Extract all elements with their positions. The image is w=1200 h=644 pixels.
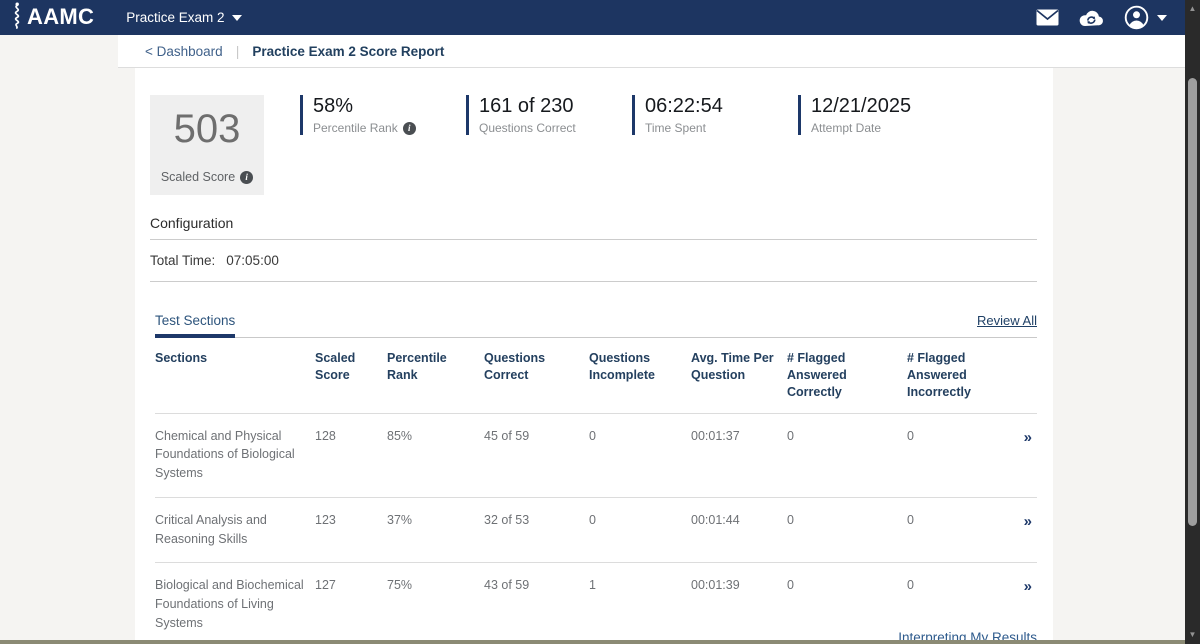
total-time: Total Time: 07:05:00 [150,253,1037,268]
dashboard-back-link[interactable]: < Dashboard [145,43,223,59]
cell-flagged-correct: 0 [787,562,907,640]
exam-selector-label: Practice Exam 2 [126,10,225,25]
cell-scaled-score: 123 [315,497,387,564]
stat-value: 58% [313,95,354,117]
col-header-questions-incomplete: Questions Incomplete [589,338,691,414]
caret-down-icon [231,14,242,21]
total-time-value: 07:05:00 [226,253,279,268]
divider [150,281,1037,282]
profile-menu[interactable] [1124,5,1167,30]
stat-label: Percentile Rank i [313,121,466,135]
cell-flagged-correct: 0 [787,497,907,564]
exam-selector-dropdown[interactable]: Practice Exam 2 [126,10,242,25]
cell-questions-incomplete: 1 [589,562,691,640]
tab-test-sections[interactable]: Test Sections [155,313,236,338]
content-panel: 503 Scaled Score i 58% Percentile Rank i… [135,68,1053,640]
breadcrumb-divider: | [235,43,240,59]
cell-percentile-rank: 37% [387,497,484,564]
cell-section-name: Chemical and Physical Foundations of Bio… [155,413,315,498]
table-header-row: Sections Scaled Score Percentile Rank Qu… [155,338,1037,414]
col-header-percentile-rank: Percentile Rank [387,338,484,414]
cell-percentile-rank: 75% [387,562,484,640]
cell-scaled-score: 128 [315,413,387,498]
info-icon[interactable]: i [402,121,416,135]
col-header-sections: Sections [155,338,315,414]
sections-table: Sections Scaled Score Percentile Rank Qu… [155,338,1037,640]
col-header-scaled-score: Scaled Score [315,338,387,414]
cell-section-name: Biological and Biochemical Foundations o… [155,562,315,640]
stat-time-spent: 06:22:54 Time Spent [632,95,798,135]
test-sections-panel: Test Sections Review All Sections Scaled… [155,313,1037,640]
mail-icon[interactable] [1036,9,1059,26]
table-row: Chemical and Physical Foundations of Bio… [155,413,1037,498]
stat-label: Attempt Date [811,121,882,135]
brand-text: AAMC [27,3,95,29]
score-summary: 503 Scaled Score i 58% Percentile Rank i… [150,95,1037,195]
col-header-expand [1001,338,1037,414]
profile-caret-icon [1157,14,1167,21]
cell-section-name: Critical Analysis and Reasoning Skills [155,497,315,564]
cell-avg-time: 00:01:44 [691,497,787,564]
configuration-section: Configuration Total Time: 07:05:00 [150,215,1037,282]
scrollbar-thumb[interactable] [1188,78,1197,526]
cell-flagged-incorrect: 0 [907,413,1001,498]
cell-scaled-score: 127 [315,562,387,640]
cell-avg-time: 00:01:37 [691,413,787,498]
window-bottom-edge [0,640,1185,644]
section-detail-chevron-icon[interactable]: » [1023,578,1032,596]
total-time-label: Total Time: [150,253,216,268]
stat-value: 06:22:54 [645,95,723,117]
cloud-sync-icon[interactable] [1078,8,1105,27]
stat-attempt-date: 12/21/2025 Attempt Date [798,95,964,135]
caduceus-icon [10,2,24,34]
cell-questions-correct: 45 of 59 [484,413,589,498]
stat-label: Time Spent [645,121,706,135]
col-header-avg-time: Avg. Time Per Question [691,338,787,414]
table-row: Biological and Biochemical Foundations o… [155,562,1037,640]
review-all-link[interactable]: Review All [977,313,1037,328]
stat-value: 161 of 230 [479,95,574,117]
vertical-scrollbar[interactable]: ▲ ▼ [1185,0,1200,644]
scaled-score-value: 503 [173,107,241,151]
cell-questions-correct: 43 of 59 [484,562,589,640]
scroll-up-button[interactable]: ▲ [1188,4,1197,13]
cell-questions-incomplete: 0 [589,413,691,498]
stat-questions-correct: 161 of 230 Questions Correct [466,95,632,135]
section-detail-chevron-icon[interactable]: » [1023,512,1032,530]
info-icon[interactable]: i [240,170,254,184]
configuration-heading: Configuration [150,215,234,231]
top-navbar: AAMC Practice Exam 2 [0,0,1185,35]
stat-label: Questions Correct [479,121,576,135]
scaled-score-label: Scaled Score i [161,170,254,184]
scroll-down-button[interactable]: ▼ [1188,630,1197,639]
col-header-flagged-correct: # Flagged Answered Correctly [787,338,907,414]
aamc-logo[interactable]: AAMC [10,2,94,34]
profile-icon [1124,5,1149,30]
tabs-row: Test Sections Review All [155,313,1037,338]
section-detail-chevron-icon[interactable]: » [1023,428,1032,446]
cell-flagged-incorrect: 0 [907,562,1001,640]
stat-percentile-rank: 58% Percentile Rank i [300,95,466,135]
cell-questions-incomplete: 0 [589,497,691,564]
interpreting-results-link[interactable]: Interpreting My Results [898,630,1037,640]
cell-avg-time: 00:01:39 [691,562,787,640]
stat-value: 12/21/2025 [811,95,912,117]
scaled-score-card: 503 Scaled Score i [150,95,264,195]
col-header-questions-correct: Questions Correct [484,338,589,414]
cell-percentile-rank: 85% [387,413,484,498]
divider [150,239,1037,240]
table-row: Critical Analysis and Reasoning Skills 1… [155,497,1037,564]
cell-flagged-incorrect: 0 [907,497,1001,564]
page-title: Practice Exam 2 Score Report [252,43,445,59]
cell-flagged-correct: 0 [787,413,907,498]
col-header-flagged-incorrect: # Flagged Answered Incorrectly [907,338,1001,414]
navbar-icons [1036,5,1167,30]
cell-questions-correct: 32 of 53 [484,497,589,564]
breadcrumb: < Dashboard | Practice Exam 2 Score Repo… [118,35,1185,68]
